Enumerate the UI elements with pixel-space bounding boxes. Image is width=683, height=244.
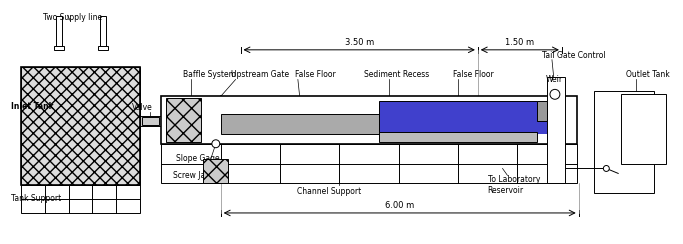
Bar	[21, 67, 140, 185]
Text: Upstream Gate: Upstream Gate	[231, 71, 289, 80]
Text: False Floor: False Floor	[453, 71, 494, 80]
Text: Channel Support: Channel Support	[297, 187, 361, 196]
Bar	[621, 94, 666, 163]
Bar	[98, 46, 108, 50]
Text: Tail Gate Control: Tail Gate Control	[542, 51, 606, 60]
Text: Two Supply line: Two Supply line	[43, 13, 102, 22]
Bar	[100, 16, 106, 46]
Bar	[379, 101, 537, 134]
Bar	[21, 185, 140, 213]
Bar	[56, 16, 61, 46]
Text: 3.50 m: 3.50 m	[344, 38, 374, 47]
Bar	[594, 91, 654, 193]
Circle shape	[550, 89, 560, 99]
Bar	[537, 101, 547, 121]
Bar	[221, 114, 379, 134]
Bar	[140, 116, 169, 126]
Text: Outlet Tank: Outlet Tank	[626, 70, 670, 79]
Bar	[161, 96, 576, 144]
Bar	[547, 77, 565, 183]
Bar	[167, 98, 201, 142]
Text: Slope Gage: Slope Gage	[176, 154, 220, 163]
Text: Weir: Weir	[546, 75, 563, 84]
Bar	[537, 101, 547, 134]
Text: Tank Support: Tank Support	[11, 194, 61, 203]
Bar	[141, 117, 159, 125]
Text: To Laboratory
Reservoir: To Laboratory Reservoir	[488, 175, 540, 195]
Circle shape	[603, 165, 609, 172]
Text: Valve: Valve	[132, 103, 152, 112]
Bar	[21, 67, 140, 185]
Text: Baffle System: Baffle System	[183, 71, 236, 80]
Text: False Floor: False Floor	[295, 71, 335, 80]
Text: Screw Jack: Screw Jack	[173, 171, 214, 180]
Text: Sediment Recess: Sediment Recess	[364, 71, 430, 80]
Bar	[54, 46, 64, 50]
Circle shape	[212, 140, 220, 148]
Text: 1.50 m: 1.50 m	[505, 38, 534, 47]
Bar	[379, 132, 537, 142]
Bar	[203, 159, 227, 183]
Bar	[537, 101, 547, 121]
Text: 6.00 m: 6.00 m	[385, 201, 415, 210]
Bar	[161, 144, 576, 183]
Text: Inlet Tank: Inlet Tank	[11, 102, 54, 111]
